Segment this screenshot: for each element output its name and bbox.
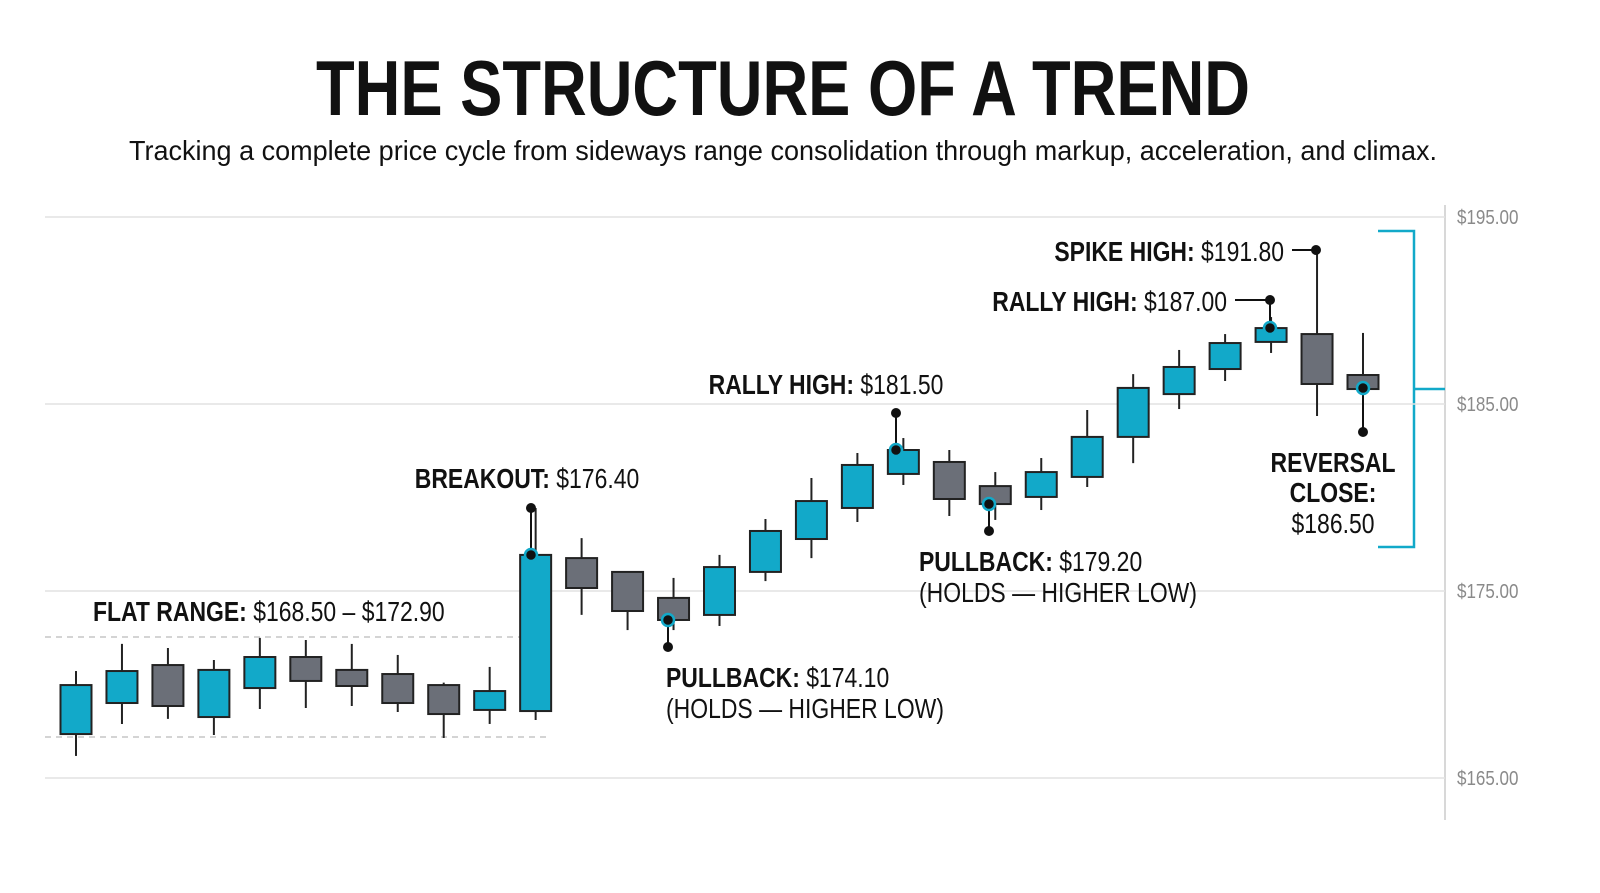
annotation: $186.50 [1292, 509, 1375, 540]
candle-body [473, 690, 507, 711]
annotation-label: RALLY HIGH: [992, 287, 1137, 318]
candle-body [1024, 471, 1058, 498]
candle-body [565, 557, 599, 590]
annotation: (HOLDS — HIGHER LOW) [919, 578, 1197, 609]
annotation-note: (HOLDS — HIGHER LOW) [666, 694, 944, 725]
annotation-value: $181.50 [860, 370, 943, 401]
annotation-note: (HOLDS — HIGHER LOW) [919, 578, 1197, 609]
annotation: BREAKOUT: $176.40 [415, 464, 640, 495]
candle-body [932, 460, 966, 500]
candle-body [519, 553, 553, 713]
candle-body [289, 656, 323, 682]
annotation: PULLBACK: $174.10 [666, 663, 889, 694]
annotation-label: FLAT RANGE: [93, 597, 247, 628]
annotation-label: PULLBACK: [919, 547, 1053, 578]
marker-dot [984, 526, 994, 536]
candle-body [335, 668, 369, 687]
annotation-label: CLOSE: [1290, 478, 1377, 509]
annotation-value: $187.00 [1144, 287, 1227, 318]
annotation: SPIKE HIGH: $191.80 [1054, 237, 1284, 268]
annotation-value: $168.50 – $172.90 [253, 597, 444, 628]
marker-dot [1265, 295, 1275, 305]
annotation-value: $179.20 [1059, 547, 1142, 578]
annotation-label: SPIKE HIGH: [1054, 237, 1194, 268]
annotation-label: BREAKOUT: [415, 464, 550, 495]
candle-body [794, 500, 828, 541]
candle-body [611, 570, 645, 613]
chart-subtitle: Tracking a complete price cycle from sid… [129, 135, 1437, 166]
candle-body [1208, 342, 1242, 371]
candle-body [1300, 333, 1334, 385]
y-tick-label: $195.00 [1457, 206, 1518, 229]
annotation: PULLBACK: $179.20 [919, 547, 1142, 578]
candle-body [59, 684, 93, 736]
chart-title: THE STRUCTURE OF A TREND [316, 44, 1250, 132]
candle-body [105, 670, 139, 705]
candle-body [703, 566, 736, 616]
candle-body [151, 664, 185, 708]
annotation: RALLY HIGH: $187.00 [992, 287, 1227, 318]
annotation-label: PULLBACK: [666, 663, 800, 694]
bracket [1378, 229, 1445, 549]
marker-dot [1262, 320, 1278, 336]
candle-body [748, 529, 782, 573]
candle-body [840, 463, 874, 509]
candle-body [427, 684, 461, 716]
marker-dot [660, 612, 676, 628]
candle-body [381, 673, 415, 705]
marker-dot [981, 496, 997, 512]
marker-dot [526, 503, 536, 513]
annotation-value: $186.50 [1292, 509, 1375, 540]
annotation: RALLY HIGH: $181.50 [709, 370, 944, 401]
marker-dot [1311, 245, 1321, 255]
candle-body [1070, 435, 1104, 478]
marker-dot [523, 547, 539, 563]
y-tick-label: $185.00 [1457, 393, 1518, 416]
candle-body [243, 656, 277, 690]
marker-dot [888, 442, 904, 458]
annotation: REVERSAL [1271, 448, 1396, 479]
annotation-value: $176.40 [556, 464, 639, 495]
candle-body [1116, 386, 1150, 438]
marker-dot [891, 408, 901, 418]
candle-body [197, 668, 231, 719]
annotation: FLAT RANGE: $168.50 – $172.90 [93, 597, 445, 628]
marker-dot [663, 642, 673, 652]
annotation-value: $191.80 [1201, 237, 1284, 268]
candle-body [1162, 365, 1196, 396]
marker-dot [1355, 380, 1371, 396]
annotation-label: RALLY HIGH: [709, 370, 854, 401]
annotation: CLOSE: [1290, 478, 1377, 509]
annotation-label: REVERSAL [1271, 448, 1396, 479]
annotation: (HOLDS — HIGHER LOW) [666, 694, 944, 725]
marker-dot [1358, 427, 1368, 437]
y-tick-label: $175.00 [1457, 580, 1518, 603]
annotation-value: $174.10 [806, 663, 889, 694]
y-tick-label: $165.00 [1457, 767, 1518, 790]
